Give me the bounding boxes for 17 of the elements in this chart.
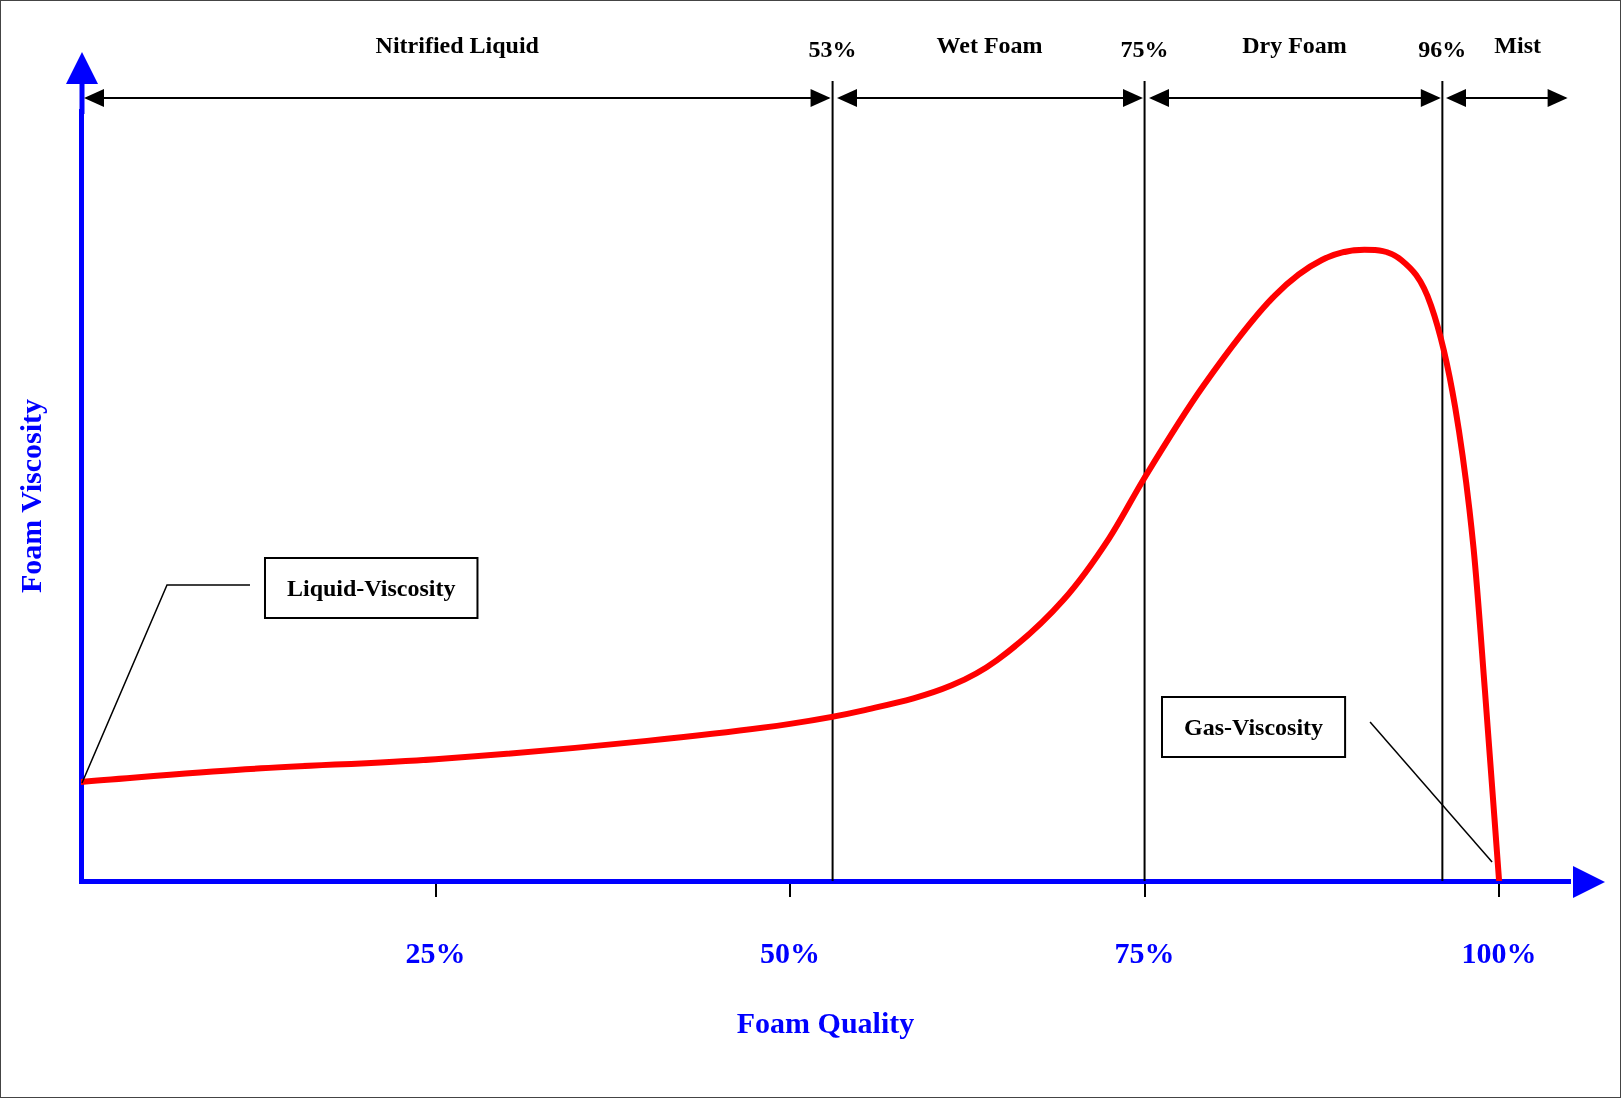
callout: Liquid-Viscosity	[80, 555, 480, 785]
x-axis-title: Foam Quality	[736, 1005, 915, 1039]
x-tick-label: 75%	[1114, 935, 1175, 969]
text: Wet Foam	[936, 32, 1043, 59]
ref-line-label: 96%	[1418, 36, 1467, 62]
text: Nitrified Liquid	[375, 32, 539, 59]
callout: Gas-Viscosity	[1160, 695, 1495, 864]
x-tick-label: 25%	[405, 935, 466, 969]
x-tick-label: 50%	[760, 935, 821, 969]
y-axis-title: Foam Viscosity	[13, 398, 47, 594]
x-tick-label: 100%	[1461, 935, 1537, 969]
annotation: Liquid-Viscosity	[287, 574, 456, 601]
text: Dry Foam	[1242, 32, 1347, 59]
ref-line-label: 75%	[1120, 36, 1169, 62]
text: Mist	[1494, 32, 1542, 59]
ref-line-label: 53%	[808, 36, 857, 62]
annotation: Gas-Viscosity	[1184, 714, 1324, 740]
